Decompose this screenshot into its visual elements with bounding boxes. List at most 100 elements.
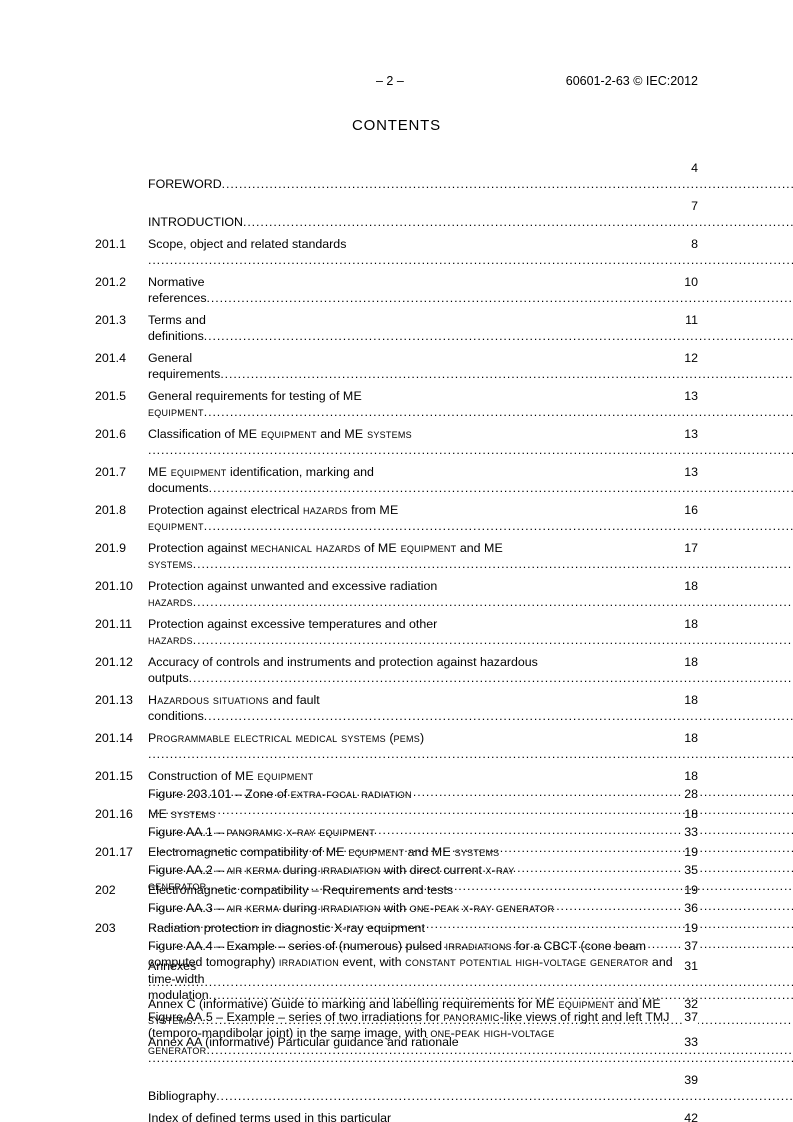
toc-entry-body: 37 Figure AA.4 – Example – series of (num… — [148, 938, 793, 1004]
toc-entry-body: 18 Protection against unwanted and excess… — [148, 578, 793, 611]
toc-entry-label: Protection against excessive temperature… — [148, 617, 438, 648]
toc-entry-body: 18 Protection against excessive temperatu… — [148, 616, 793, 649]
toc-entry-body: 32 Annex C (informative) Guide to marking… — [148, 996, 793, 1029]
toc-entry[interactable]: 201.7 13 ME equipment identification, mark… — [95, 464, 793, 502]
toc-entry-page-number: 37 — [683, 938, 698, 955]
toc-entry-page-number: 18 — [683, 768, 698, 785]
toc-entry-number: 201.15 — [95, 769, 133, 783]
toc-entry-body: 18 ME systems ...........................… — [148, 806, 793, 839]
toc-entry-label: Figure AA.2 – air kerma during irradiati… — [148, 863, 515, 894]
toc-entry-body: 28 Figure 203.101 – Zone of extra-focal r… — [148, 786, 793, 819]
toc-entry-page-number: 28 — [683, 786, 698, 803]
toc-entry-body: 19 Electromagnetic compatibility – Requir… — [148, 882, 793, 915]
toc-entry[interactable]: 201.6 13 Classification of ME equipment an… — [95, 426, 793, 464]
toc-entry[interactable]: 35 Figure AA.2 – air kerma during irradia… — [95, 862, 793, 900]
toc-entry-label: Construction of ME equipment — [148, 769, 314, 783]
toc-entry-page-number: 18 — [683, 730, 698, 747]
toc-entry[interactable]: 37 Figure AA.4 – Example – series of (num… — [95, 938, 793, 1009]
toc-entry-number: 201.3 — [95, 313, 127, 327]
page-header: – 2 – 60601-2-63 © IEC:2012 — [95, 74, 698, 92]
toc-entry-number: 201.11 — [95, 617, 132, 631]
toc-entry[interactable]: 36 Figure AA.3 – air kerma during irradia… — [95, 900, 793, 938]
toc-entry[interactable]: 201.10 18 Protection against unwanted and … — [95, 578, 793, 616]
leader-dots: ........................................… — [206, 1042, 793, 1057]
leader-dots: ........................................… — [148, 253, 793, 268]
leader-dots: ........................................… — [208, 481, 793, 496]
toc-entry[interactable]: 31 Annexes ..............................… — [95, 958, 793, 996]
leader-dots: ........................................… — [148, 861, 793, 876]
toc-entry[interactable]: 201.14 18 Programmable electrical medical … — [95, 730, 793, 768]
toc-entry-page-number: 13 — [683, 388, 698, 405]
toc-entry-page-number: 33 — [683, 824, 698, 841]
toc-entry[interactable]: 201.12 18 Accuracy of controls and instrum… — [95, 654, 793, 692]
toc-entry[interactable]: 33 Annex AA (informative) Particular guid… — [95, 1034, 793, 1072]
leader-dots: ........................................… — [148, 785, 793, 800]
leader-dots: ........................................… — [192, 633, 793, 648]
toc-entry[interactable]: 7 INTRODUCTION...........................… — [95, 198, 793, 236]
toc-entry-body: 13 Classification of ME equipment and ME … — [148, 426, 793, 459]
toc-entry[interactable]: 28 Figure 203.101 – Zone of extra-focal r… — [95, 786, 793, 824]
leader-dots: ........................................… — [206, 291, 793, 306]
leader-dots: ........................................… — [203, 519, 793, 534]
toc-entry-label: Index of defined terms used in this part… — [148, 1111, 392, 1122]
toc-entry[interactable]: 32 Annex C (informative) Guide to marking… — [95, 996, 793, 1034]
leader-dots: ........................................… — [243, 215, 793, 230]
toc-entry-page-number: 13 — [683, 464, 698, 481]
toc-entry-page-number: 18 — [683, 654, 698, 671]
toc-entry-body: 8 Scope, object and related standards ...… — [148, 236, 793, 269]
toc-entry-label: Protection against mechanical hazards of… — [148, 541, 504, 572]
toc-entry-number: 201.16 — [95, 807, 133, 821]
toc-entry-body: 18 Programmable electrical medical system… — [148, 730, 793, 763]
toc-entry[interactable]: 201.8 16 Protection against electrical haz… — [95, 502, 793, 540]
leader-dots: ........................................… — [208, 988, 793, 1003]
toc-entry[interactable]: 201.13 18 Hazardous situations and fault c… — [95, 692, 793, 730]
leader-dots: ........................................… — [148, 937, 793, 952]
toc-entry-label: Classification of ME equipment and ME sy… — [148, 427, 412, 441]
toc-entry-label: Terms and definitions — [148, 313, 206, 344]
toc-entry[interactable]: 33 Figure AA.1 – panoramic x-ray equipmen… — [95, 824, 793, 862]
toc-entry-number: 201.1 — [95, 237, 127, 251]
toc-entry[interactable]: 201.15 18 Construction of ME equipment ...… — [95, 768, 793, 806]
toc-entry[interactable]: 203 19 Radiation protection in diagnostic … — [95, 920, 793, 958]
toc-entry[interactable]: 201.4 12 General requirements.............… — [95, 350, 793, 388]
toc-entry-number: 201.9 — [95, 541, 127, 555]
toc-entry[interactable]: 39 Bibliography..........................… — [95, 1072, 793, 1110]
toc-entry-number: 201.2 — [95, 275, 127, 289]
toc-entry-page-number: 18 — [683, 578, 698, 595]
toc-entry-label: General requirements for testing of ME e… — [148, 389, 362, 420]
toc-entry-number: 201.13 — [95, 693, 133, 707]
toc-entry[interactable]: 37 Figure AA.5 – Example – series of two … — [95, 1008, 793, 1063]
toc-entry-body: 10 Normative references..................… — [148, 274, 793, 307]
toc-entry-label: Figure AA.5 – Example – series of two ir… — [148, 1009, 670, 1057]
leader-dots: ........................................… — [206, 879, 793, 894]
toc-entry[interactable]: 201.9 17 Protection against mechanical haz… — [95, 540, 793, 578]
toc-entry-label: Annex C (informative) Guide to marking a… — [148, 997, 661, 1028]
toc-entry-number: 201.4 — [95, 351, 127, 365]
toc-entry[interactable]: 202 19 Electromagnetic compatibility – Req… — [95, 882, 793, 920]
toc-entry[interactable]: 201.11 18 Protection against excessive tem… — [95, 616, 793, 654]
toc-entry-label: Normative references — [148, 275, 207, 306]
toc-entry-body: 18 Accuracy of controls and instruments a… — [148, 654, 793, 687]
leader-dots: ........................................… — [148, 917, 793, 932]
toc-entry[interactable]: 201.1 8 Scope, object and related standard… — [95, 236, 793, 274]
toc-entry-page-number: 39 — [683, 1072, 698, 1089]
toc-entry[interactable]: 201.17 19 Electromagnetic compatibility of… — [95, 844, 793, 882]
toc-entry-label: General requirements — [148, 351, 221, 382]
toc-entry[interactable]: 201.2 10 Normative references.............… — [95, 274, 793, 312]
toc-entry[interactable]: 42 Index of defined terms used in this pa… — [95, 1110, 698, 1122]
toc-entry-body: 7 INTRODUCTION...........................… — [148, 198, 793, 231]
toc-entry[interactable]: 201.3 11 Terms and definitions............… — [95, 312, 793, 350]
toc-entry[interactable]: 201.16 18 ME systems .....................… — [95, 806, 793, 844]
toc-entry[interactable]: 4 FOREWORD...............................… — [95, 160, 793, 198]
toc-entry-body: 19 Electromagnetic compatibility of ME eq… — [148, 844, 793, 877]
toc-entry-body: 19 Radiation protection in diagnostic X-r… — [148, 920, 793, 953]
toc-entry-page-number: 7 — [690, 198, 698, 215]
toc-entry-label: Accuracy of controls and instruments and… — [148, 655, 538, 686]
toc-entry-page-number: 16 — [683, 502, 698, 519]
toc-entry-page-number: 13 — [683, 426, 698, 443]
toc-entry-number: 202 — [95, 883, 116, 897]
leader-dots: ........................................… — [220, 367, 793, 382]
toc-entry-label: Hazardous situations and fault condition… — [148, 693, 320, 724]
toc-entry-label: Annexes — [148, 959, 197, 973]
toc-entry[interactable]: 201.5 13 General requirements for testing … — [95, 388, 793, 426]
